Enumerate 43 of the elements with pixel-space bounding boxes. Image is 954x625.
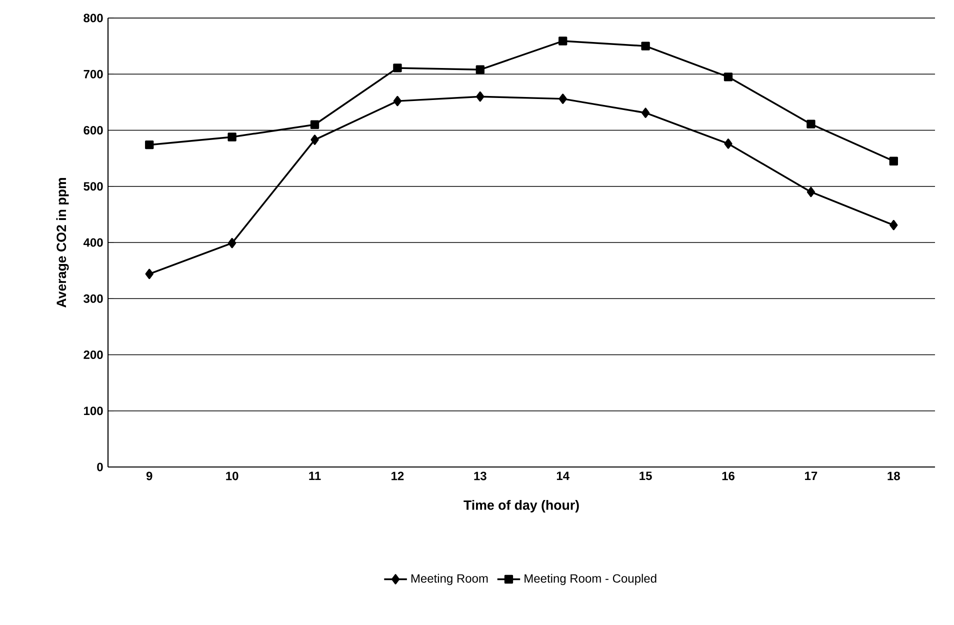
point <box>641 42 650 50</box>
x-tick-label: 17 <box>805 472 818 480</box>
point <box>145 140 154 150</box>
y-tick-label: 0 <box>97 462 103 472</box>
y-tick-label: 200 <box>84 350 103 359</box>
y-tick-label: 100 <box>84 406 103 416</box>
point <box>641 108 650 118</box>
x-axis-title: Time of day (hour) <box>464 500 579 512</box>
x-tick-label: 14 <box>556 472 570 480</box>
x-tick-label: 10 <box>226 472 238 480</box>
x-tick-label: 9 <box>146 472 152 480</box>
legend-label: Meeting Room - Coupled <box>524 574 656 586</box>
point <box>724 138 732 149</box>
point <box>476 91 484 102</box>
x-tick-label: 15 <box>640 472 652 480</box>
point <box>393 64 402 72</box>
y-tick-label: 400 <box>83 238 103 247</box>
point <box>558 36 568 46</box>
point <box>476 65 484 74</box>
x-tick-label: 11 <box>309 472 321 480</box>
point <box>145 268 154 280</box>
point <box>393 96 402 106</box>
point <box>310 120 320 129</box>
point <box>889 156 898 166</box>
point <box>890 220 898 230</box>
legend-label: Meeting Room <box>411 574 488 586</box>
x-tick-label: 12 <box>392 472 404 480</box>
point <box>806 120 816 128</box>
y-axis-title: Average CO2 in ppm <box>56 178 69 308</box>
y-tick-label: 500 <box>84 182 103 191</box>
point <box>724 72 733 82</box>
y-tick-label: 600 <box>84 126 103 135</box>
point <box>228 132 236 142</box>
y-tick-label: 800 <box>84 14 103 22</box>
point <box>558 94 567 104</box>
point <box>228 238 236 248</box>
x-tick-label: 16 <box>722 472 734 480</box>
point <box>310 134 319 145</box>
point <box>806 186 816 198</box>
y-tick-label: 700 <box>84 70 103 78</box>
y-tick-label: 300 <box>84 294 103 303</box>
x-tick-label: 18 <box>888 472 900 480</box>
x-tick-label: 13 <box>474 472 486 480</box>
